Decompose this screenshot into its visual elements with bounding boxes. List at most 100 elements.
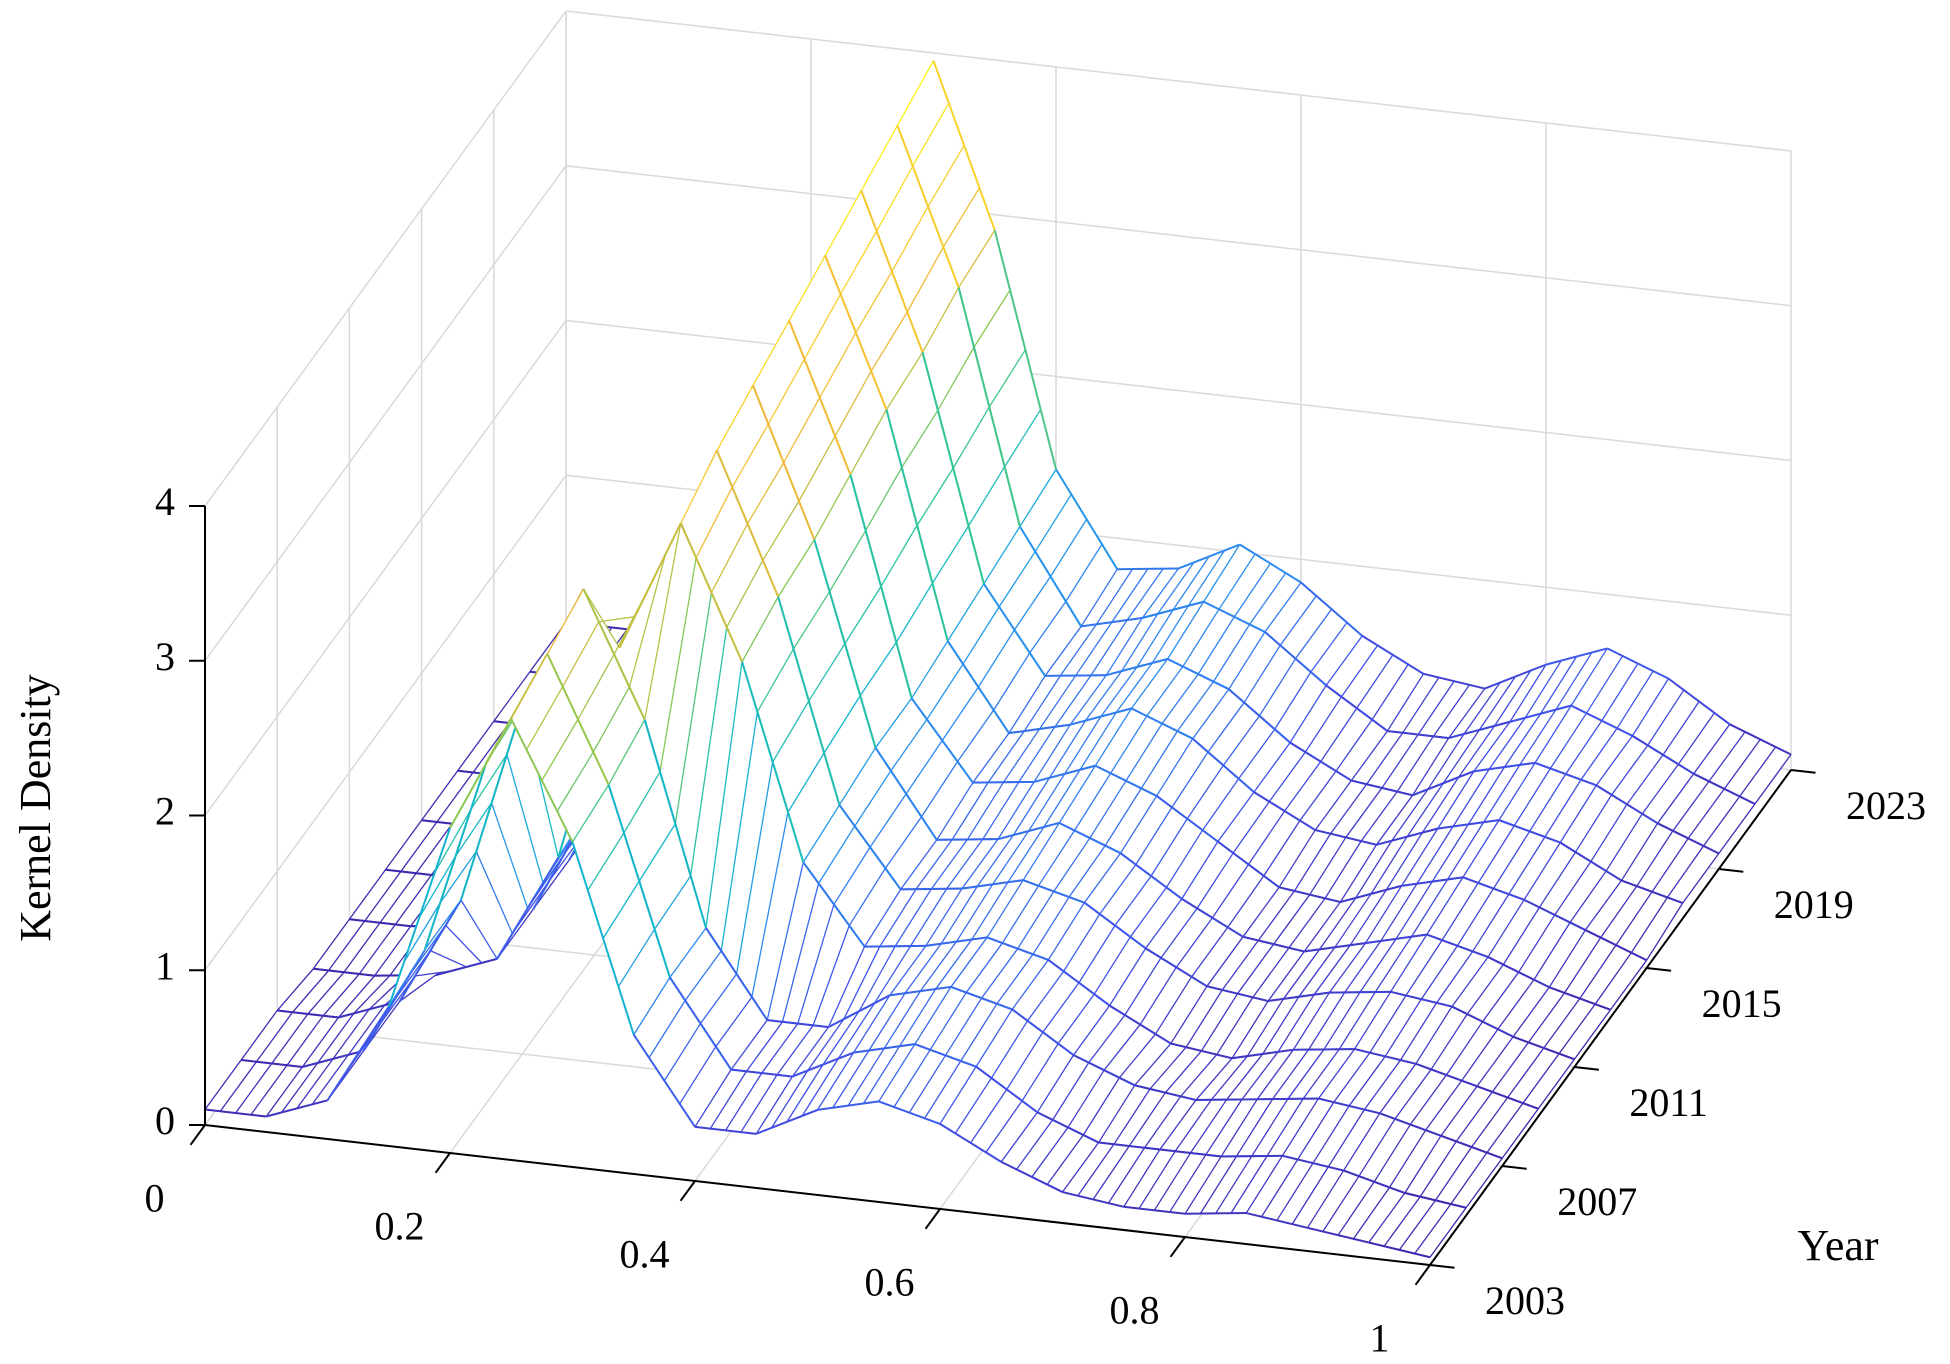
mesh-line bbox=[460, 899, 498, 960]
mesh-line bbox=[970, 1089, 1008, 1144]
mesh-line bbox=[1036, 1054, 1074, 1113]
mesh-line bbox=[916, 467, 954, 526]
mesh-line bbox=[1456, 888, 1495, 947]
mesh-line bbox=[1672, 780, 1710, 832]
mesh-line bbox=[1476, 1036, 1514, 1087]
mesh-line bbox=[1304, 696, 1343, 753]
mesh-line bbox=[490, 802, 529, 909]
mesh-line bbox=[1410, 879, 1449, 938]
mesh-line bbox=[1293, 833, 1332, 892]
mesh-line bbox=[1247, 810, 1286, 865]
mesh-line bbox=[735, 761, 774, 975]
mesh-line bbox=[434, 809, 472, 874]
mesh-line bbox=[1172, 556, 1210, 611]
mesh-line bbox=[954, 1077, 992, 1134]
mesh-line bbox=[813, 539, 877, 749]
mesh-face bbox=[792, 995, 890, 1077]
mesh-line bbox=[1279, 595, 1317, 646]
mesh-line bbox=[1080, 568, 1118, 627]
mesh-line bbox=[921, 287, 960, 353]
mesh-line bbox=[1291, 1166, 1329, 1225]
x-tick bbox=[924, 1208, 941, 1230]
mesh-line bbox=[1104, 788, 1142, 846]
mesh-line bbox=[1718, 803, 1756, 854]
mesh-line bbox=[607, 784, 671, 978]
mesh-line bbox=[1124, 957, 1162, 1016]
mesh-face bbox=[1304, 885, 1402, 952]
mesh-cell bbox=[1448, 663, 1547, 740]
mesh-line bbox=[1029, 601, 1067, 654]
mesh-line bbox=[908, 1055, 947, 1113]
mesh-line bbox=[1011, 959, 1049, 1010]
mesh-line bbox=[1078, 925, 1116, 984]
mesh-line bbox=[1543, 998, 1581, 1049]
mesh-line bbox=[1512, 1035, 1575, 1061]
x-tick-label: 1 bbox=[1369, 1315, 1389, 1360]
mesh-line bbox=[602, 880, 640, 939]
mesh-cell bbox=[939, 1065, 1038, 1163]
mesh-line bbox=[1472, 893, 1510, 952]
mesh-line bbox=[1121, 613, 1159, 672]
mesh-line bbox=[388, 949, 426, 1008]
mesh-line bbox=[1579, 944, 1617, 999]
mesh-line bbox=[1242, 886, 1280, 938]
mesh-line bbox=[276, 968, 314, 1011]
mesh-line bbox=[972, 780, 1035, 784]
mesh-line bbox=[829, 530, 867, 592]
mesh-line bbox=[1251, 1098, 1289, 1157]
mesh-line bbox=[313, 967, 375, 977]
mesh-line bbox=[1094, 764, 1158, 797]
mesh-line bbox=[731, 423, 769, 488]
mesh-line bbox=[1386, 673, 1425, 732]
mesh-line bbox=[1203, 600, 1266, 633]
mesh-line bbox=[1426, 933, 1489, 959]
mesh-line bbox=[1129, 887, 1167, 938]
mesh-face bbox=[1448, 664, 1546, 739]
mesh-line bbox=[1651, 838, 1689, 893]
mesh-line bbox=[546, 653, 610, 786]
mesh-line bbox=[1008, 675, 1046, 734]
mesh-line bbox=[1288, 897, 1326, 949]
mesh-line bbox=[1513, 768, 1551, 827]
mesh-face bbox=[388, 763, 487, 1007]
mesh-line bbox=[1350, 730, 1388, 781]
mesh-line bbox=[1119, 795, 1158, 854]
mesh-line bbox=[1228, 631, 1266, 690]
surface-segment bbox=[1484, 663, 1547, 690]
mesh-line bbox=[1159, 1148, 1222, 1158]
mesh-line bbox=[1090, 619, 1128, 676]
mesh-line bbox=[1394, 1069, 1432, 1120]
mesh-line bbox=[1017, 891, 1055, 950]
mesh-line bbox=[1390, 934, 1428, 993]
mesh-line bbox=[1109, 1004, 1172, 1045]
y-tick bbox=[1646, 967, 1672, 972]
mesh-line bbox=[858, 945, 896, 1012]
mesh-face bbox=[828, 945, 926, 1028]
mesh-line bbox=[1114, 875, 1152, 926]
x-tick-label: 0.2 bbox=[374, 1203, 424, 1248]
mesh-line bbox=[890, 719, 928, 772]
mesh-line bbox=[802, 804, 840, 863]
x-axis-line bbox=[204, 1124, 1431, 1266]
mesh-line bbox=[1329, 783, 1368, 835]
mesh-line bbox=[900, 839, 938, 890]
mesh-line bbox=[1061, 1142, 1100, 1193]
mesh-line bbox=[1271, 1049, 1310, 1100]
mesh-face bbox=[1142, 544, 1240, 618]
mesh-line bbox=[240, 1059, 303, 1069]
mesh-line bbox=[1609, 959, 1648, 1011]
mesh-line bbox=[844, 586, 882, 645]
mesh-line bbox=[1119, 852, 1183, 900]
mesh-line bbox=[1595, 784, 1659, 825]
mesh-line bbox=[301, 1017, 339, 1068]
mesh-line bbox=[1206, 985, 1269, 1003]
mesh-line bbox=[987, 730, 1025, 783]
mesh-line bbox=[618, 522, 682, 649]
mesh-line bbox=[1245, 1155, 1283, 1214]
mesh-line bbox=[827, 994, 891, 1028]
mesh-line bbox=[1185, 989, 1223, 1048]
mesh-line bbox=[925, 936, 988, 947]
mesh-line bbox=[1253, 791, 1316, 831]
mesh-line bbox=[914, 986, 952, 1045]
mesh-line bbox=[633, 977, 671, 1036]
